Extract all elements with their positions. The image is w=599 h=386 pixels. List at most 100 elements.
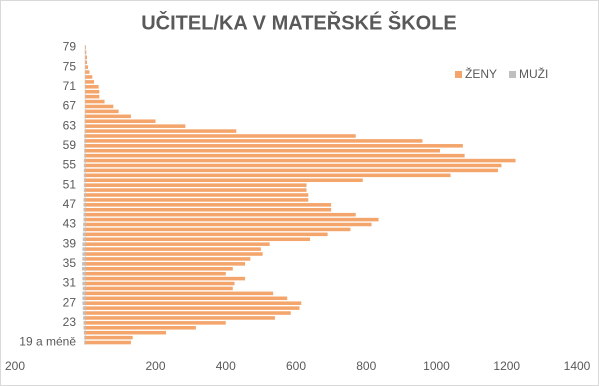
y-tick-label: 59 [63,138,77,152]
legend-label: ŽENY [465,66,497,81]
bar [85,252,263,256]
bar [85,178,363,183]
bar [82,232,86,237]
legend-swatch [509,71,517,78]
x-tick-label: 600 [286,359,306,373]
bar [85,119,156,123]
bar [85,173,451,178]
bar [85,55,88,60]
bar [85,326,196,330]
bar [83,321,86,325]
y-tick-label: 43 [63,217,77,231]
y-tick-label: 39 [63,236,77,250]
bar [82,257,86,261]
bar [85,306,300,310]
y-tick-label: 71 [63,79,77,93]
bar [85,262,246,266]
bar [84,114,86,119]
bar [85,99,105,104]
bar [84,134,86,138]
bar [83,316,86,320]
bar [83,158,86,163]
bar [85,276,246,281]
legend-label: MUŽI [519,66,548,81]
bar [85,227,351,232]
bar [85,114,131,119]
bar [85,144,463,148]
bar [85,45,86,50]
bar [82,311,86,315]
bar [84,139,86,143]
y-tick-label: 75 [63,59,77,73]
bar [85,183,307,187]
bar [82,262,86,266]
y-tick-label: 63 [63,118,77,132]
bar [83,198,86,202]
bar [85,232,328,237]
bar [83,217,86,222]
bar [85,148,441,153]
bar [82,247,86,251]
bar [82,267,86,271]
bar [85,158,516,163]
bar [82,276,86,281]
bar [85,134,356,138]
bar [84,340,86,345]
bar [85,267,233,271]
y-tick-label: 23 [63,315,77,329]
bar [83,168,86,173]
bar [85,247,261,251]
bar [85,340,131,345]
y-tick-label: 35 [63,256,77,270]
bar [84,119,86,123]
bar [83,178,86,183]
chart-title: UČITEL/KA V MATEŘSKÉ ŠKOLE [141,10,457,34]
bar [85,139,423,143]
x-tick-label: 1400 [564,359,591,373]
bar [82,237,86,242]
x-tick-label: 800 [356,359,376,373]
bar [85,330,167,335]
bar [84,124,86,128]
bar [82,252,86,256]
y-tick-label: 51 [63,177,77,191]
x-tick-label: 200 [5,359,25,373]
bar [85,286,233,291]
bar [83,227,86,232]
bar [82,291,86,296]
bar [83,188,86,192]
bar [83,212,86,217]
x-tick-label: 200 [145,359,165,373]
bar [85,109,119,114]
bar [85,104,114,109]
bar [85,129,237,133]
bar [82,271,86,276]
y-tick-label: 19 a méně [19,335,76,349]
bar [85,75,93,79]
y-tick-label: 55 [63,158,77,172]
bar [85,163,502,168]
bar [85,311,291,315]
bar [85,281,235,286]
x-tick-label: 1200 [493,359,520,373]
bar [85,217,379,222]
bar [85,153,465,158]
y-tick-label: 47 [63,197,77,211]
bar [82,281,86,286]
bar [85,65,89,69]
bar [83,183,86,187]
bar [83,203,86,207]
bar [85,124,186,128]
y-tick-label: 27 [63,295,77,309]
bar [85,242,270,246]
bar [83,193,86,197]
bar [82,286,86,291]
legend-swatch [455,71,462,78]
y-tick-label: 31 [63,276,77,290]
bar [84,335,86,340]
bar [85,296,288,301]
bar [84,144,86,148]
bar [85,203,332,207]
bar [85,271,226,276]
